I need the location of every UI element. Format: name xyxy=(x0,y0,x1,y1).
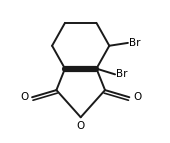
Text: Br: Br xyxy=(116,69,127,79)
Text: O: O xyxy=(20,92,29,102)
Text: O: O xyxy=(76,121,85,131)
Text: O: O xyxy=(133,92,141,102)
Text: Br: Br xyxy=(129,38,140,48)
